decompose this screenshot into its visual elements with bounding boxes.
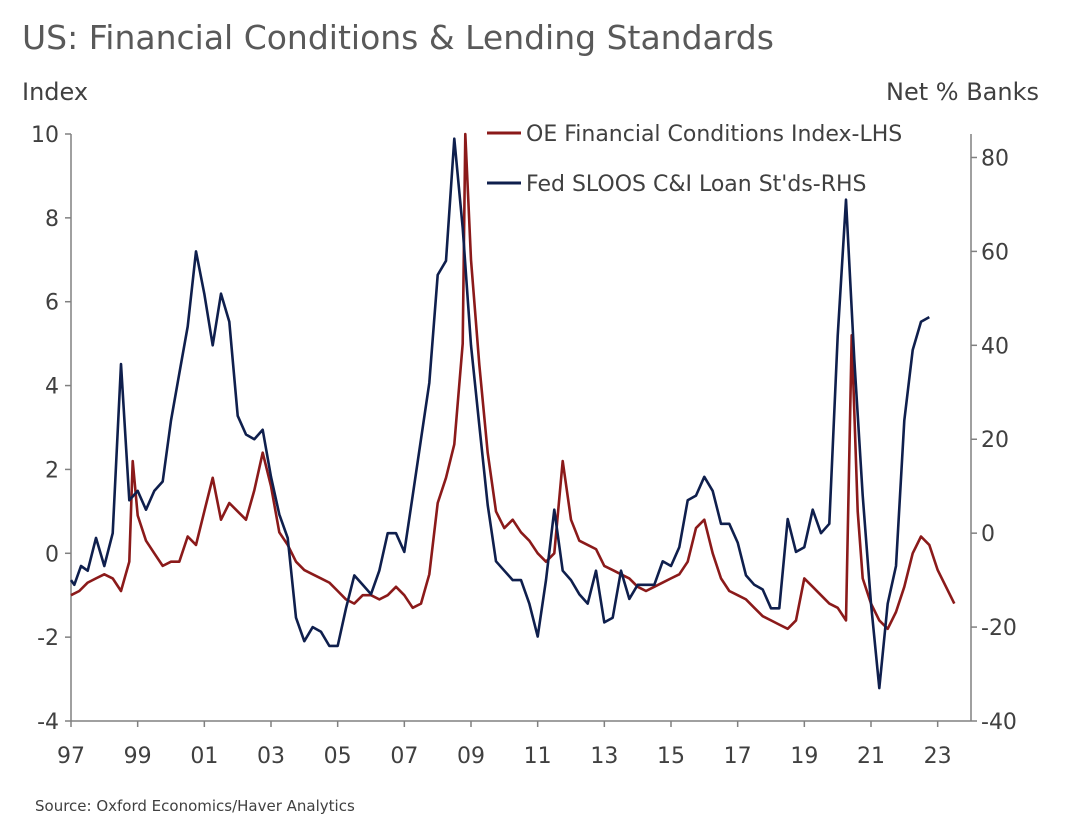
right-tick-label: 20 [981,428,1009,453]
x-tick-label: 99 [124,744,152,769]
x-axis: 97 99 01 03 05 07 09 11 13 15 17 19 21 23 [57,720,971,769]
x-tick-label: 11 [524,744,552,769]
right-tick-label: 60 [981,240,1009,265]
left-tick-label: 10 [31,123,59,148]
x-tick-label: 05 [324,744,352,769]
right-tick-label: 40 [981,334,1009,359]
left-axis: -4 -2 0 2 4 6 8 10 [31,123,72,735]
left-axis-label: Index [22,78,89,106]
x-tick-label: 15 [657,744,685,769]
right-tick-label: -40 [981,710,1017,735]
right-tick-label: -20 [981,616,1017,641]
x-tick-label: 97 [57,744,85,769]
right-tick-label: 80 [981,146,1009,171]
left-tick-label: 4 [45,375,59,400]
right-tick-label: 0 [981,522,995,547]
legend-label-fci: OE Financial Conditions Index-LHS [526,122,902,147]
legend: OE Financial Conditions Index-LHS Fed SL… [487,122,902,197]
x-tick-label: 03 [257,744,285,769]
x-tick-label: 19 [790,744,818,769]
x-tick-label: 23 [924,744,952,769]
series-line-fci [70,132,956,631]
x-tick-label: 07 [390,744,418,769]
x-tick-label: 13 [590,744,618,769]
x-tick-label: 21 [857,744,885,769]
left-tick-label: -2 [37,626,59,651]
source-note: Source: Oxford Economics/Haver Analytics [35,797,355,815]
right-axis-ticks: -40 -20 0 20 40 60 80 [971,146,1017,735]
right-axis: -40 -20 0 20 40 60 80 [970,134,1017,735]
chart-title: US: Financial Conditions & Lending Stand… [22,18,774,57]
left-tick-label: 8 [45,207,59,232]
left-tick-label: 6 [45,291,59,316]
left-axis-ticks: -4 -2 0 2 4 6 8 10 [31,123,71,735]
series-line-sloos [69,137,930,690]
x-tick-label: 09 [457,744,485,769]
series-layer [69,132,956,690]
x-axis-ticks: 97 99 01 03 05 07 09 11 13 15 17 19 21 23 [57,721,952,769]
left-tick-label: 0 [45,542,59,567]
left-tick-label: 2 [45,458,59,483]
x-tick-label: 01 [190,744,218,769]
legend-label-sloos: Fed SLOOS C&I Loan St'ds-RHS [526,172,867,197]
left-tick-label: -4 [37,710,59,735]
right-axis-label: Net % Banks [886,78,1039,106]
x-tick-label: 17 [724,744,752,769]
